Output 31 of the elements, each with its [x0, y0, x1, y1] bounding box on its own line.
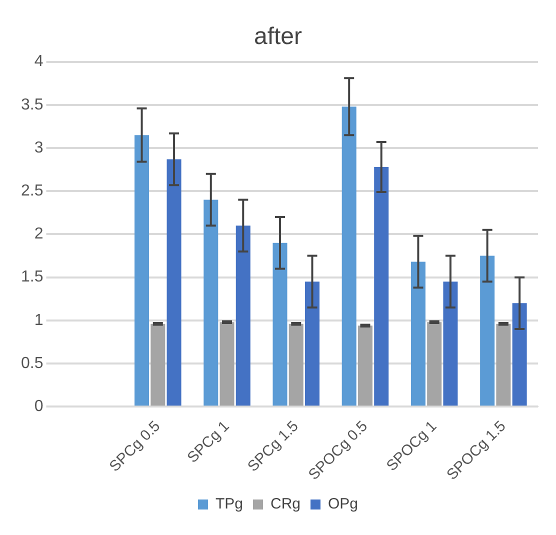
bar	[204, 200, 218, 406]
bar	[496, 324, 511, 406]
y-tick-label: 1.5	[20, 268, 44, 286]
y-tick-label: 1	[34, 312, 44, 329]
bar	[480, 256, 495, 406]
bar	[443, 282, 458, 406]
y-tick-label: 0	[34, 398, 44, 416]
bar	[134, 135, 150, 406]
y-tick-label: 0.5	[20, 354, 44, 372]
legend-label: TPg	[215, 496, 243, 513]
bar	[288, 324, 304, 406]
bar	[512, 303, 527, 406]
chart-title: after	[254, 23, 302, 50]
y-tick-label: 3	[34, 139, 44, 156]
bar	[358, 326, 372, 406]
bar	[342, 106, 356, 406]
legend-label: OPg	[328, 496, 358, 513]
bar	[166, 159, 182, 406]
bar	[236, 226, 250, 406]
bar	[427, 322, 442, 406]
y-tick-label: 2.5	[20, 182, 44, 200]
bar	[220, 322, 234, 406]
bar	[374, 166, 389, 406]
y-tick-label: 3.5	[20, 96, 44, 114]
y-tick-label: 2	[34, 226, 44, 243]
y-tick-label: 4	[34, 53, 44, 70]
bar	[150, 324, 166, 406]
bar	[272, 242, 288, 406]
legend-label: CRg	[270, 496, 301, 513]
bar	[304, 282, 320, 406]
bar	[410, 262, 426, 406]
